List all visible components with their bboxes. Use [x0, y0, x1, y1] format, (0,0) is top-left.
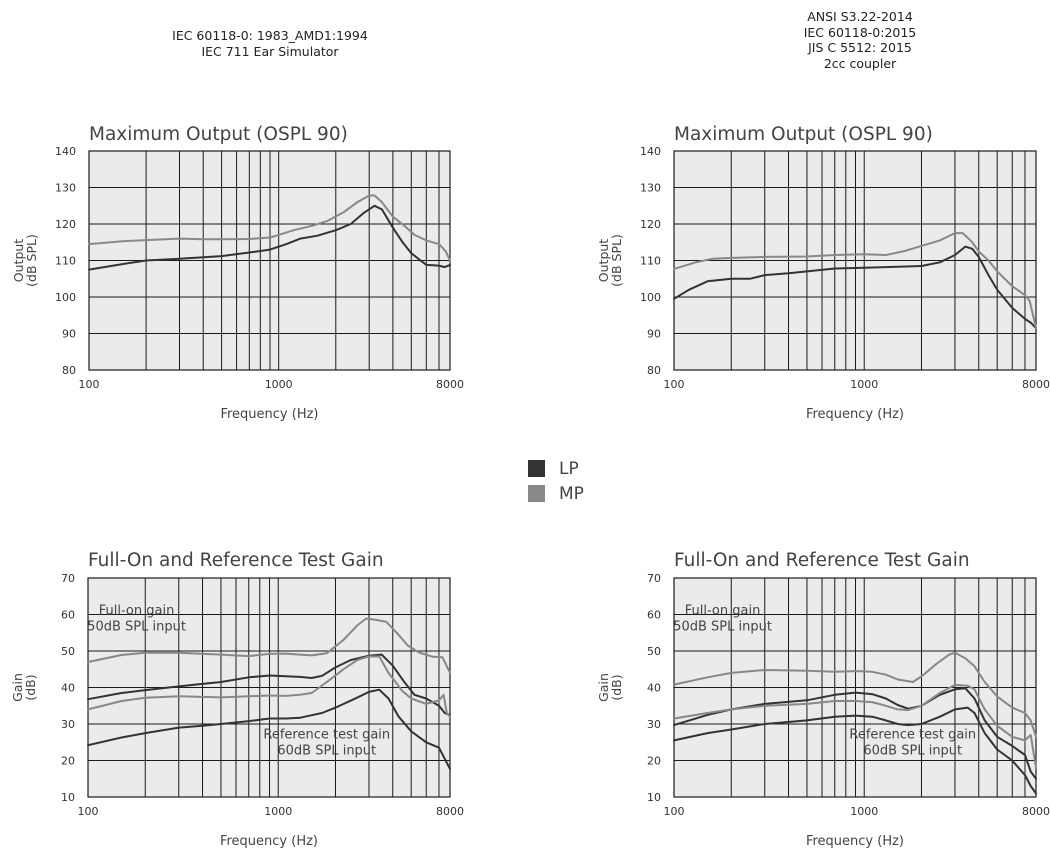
series-line-lp: [88, 204, 451, 271]
series-line-mp: [673, 651, 1037, 738]
standard-line: IEC 60118-0:2015: [803, 24, 917, 40]
y-tick-label: 110: [55, 255, 76, 268]
y-tick-label: 120: [55, 218, 76, 231]
y-tick-label: 20: [647, 755, 661, 768]
y-tick-label: 110: [640, 255, 661, 268]
annotation-text: Full-on gain: [685, 604, 761, 619]
series-line-mp: [673, 232, 1037, 329]
x-tick-label: 100: [664, 805, 685, 818]
annotation-text: 60dB SPL input: [863, 744, 962, 759]
standards-right: ANSI S3.22-2014 IEC 60118-0:2015 JIS C 5…: [740, 9, 980, 71]
series-line-mp: [87, 617, 451, 674]
y-tick-label: 50: [647, 645, 661, 658]
y-tick-label: 90: [647, 328, 661, 341]
series-line-lp: [673, 706, 1037, 795]
x-tick-label: 100: [664, 378, 685, 391]
x-tick-label: 8000: [1022, 805, 1050, 818]
annotation-text: 50dB SPL input: [673, 620, 772, 635]
x-tick-label: 1000: [265, 378, 293, 391]
y-tick-label: 130: [55, 182, 76, 195]
y-tick-label: 100: [640, 291, 661, 304]
y-tick-label: 100: [55, 291, 76, 304]
y-tick-label: 140: [640, 145, 661, 158]
plot-frame: [87, 577, 451, 798]
chart-title: Full-On and Reference Test Gain: [88, 550, 384, 571]
x-tick-label: 100: [79, 378, 100, 391]
series-line-mp: [673, 683, 1037, 769]
plot-frame: [673, 150, 1037, 371]
annotation-text: Reference test gain: [849, 728, 976, 743]
annotation-text: Full-on gain: [99, 604, 175, 619]
standard-line: ANSI S3.22-2014: [807, 9, 913, 24]
x-axis-label: Frequency (Hz): [220, 407, 318, 422]
y-tick-label: 70: [647, 572, 661, 585]
standard-line: IEC 711 Ear Simulator: [201, 43, 339, 59]
series-line-mp: [88, 194, 451, 262]
y-tick-label: 30: [61, 718, 75, 731]
standard-line: IEC 60118-0: 1983_AMD1:1994: [172, 28, 368, 43]
series-line-lp: [673, 245, 1037, 329]
chart-title: Full-On and Reference Test Gain: [674, 550, 970, 571]
y-axis-label: (dB): [609, 674, 624, 700]
legend-item-mp: MP: [528, 481, 584, 506]
x-tick-label: 100: [78, 805, 99, 818]
series-line-lp: [87, 688, 451, 770]
y-tick-label: 10: [647, 791, 661, 804]
x-tick-label: 8000: [436, 378, 464, 391]
x-tick-label: 8000: [1022, 378, 1050, 391]
standard-line: 2cc coupler: [823, 55, 897, 71]
y-axis-label: (dB SPL): [609, 234, 624, 287]
x-tick-label: 1000: [850, 378, 878, 391]
y-tick-label: 90: [62, 328, 76, 341]
annotation-text: 50dB SPL input: [87, 620, 186, 635]
y-tick-label: 40: [647, 682, 661, 695]
x-axis-label: Frequency (Hz): [220, 834, 318, 849]
y-tick-label: 120: [640, 218, 661, 231]
y-tick-label: 50: [61, 645, 75, 658]
x-axis-label: Frequency (Hz): [806, 834, 904, 849]
annotation-text: 60dB SPL input: [277, 744, 376, 759]
y-tick-label: 80: [647, 364, 661, 377]
chart-title: Maximum Output (OSPL 90): [89, 124, 348, 145]
y-tick-label: 140: [55, 145, 76, 158]
x-tick-label: 8000: [436, 805, 464, 818]
x-tick-label: 1000: [264, 805, 292, 818]
y-tick-label: 70: [61, 572, 75, 585]
legend-swatch-lp: [528, 460, 545, 477]
y-tick-label: 130: [640, 182, 661, 195]
legend-label-mp: MP: [559, 483, 584, 504]
y-axis-label: Output: [11, 239, 26, 283]
y-tick-label: 10: [61, 791, 75, 804]
annotation-text: Reference test gain: [263, 728, 390, 743]
chart-title: Maximum Output (OSPL 90): [674, 124, 933, 145]
series-line-lp: [87, 653, 451, 716]
y-tick-label: 20: [61, 755, 75, 768]
y-tick-label: 30: [647, 718, 661, 731]
legend-label-lp: LP: [559, 458, 579, 479]
legend-item-lp: LP: [528, 456, 584, 481]
legend-swatch-mp: [528, 485, 545, 502]
y-tick-label: 60: [61, 609, 75, 622]
y-axis-label: Output: [596, 239, 611, 283]
y-axis-label: (dB): [23, 674, 38, 700]
standards-left: IEC 60118-0: 1983_AMD1:1994 IEC 711 Ear …: [150, 28, 390, 59]
plot-frame: [673, 577, 1037, 798]
y-tick-label: 40: [61, 682, 75, 695]
y-tick-label: 60: [647, 609, 661, 622]
y-axis-label: (dB SPL): [24, 234, 39, 287]
y-axis-label: Gain: [596, 673, 611, 702]
series-line-mp: [87, 655, 451, 718]
x-axis-label: Frequency (Hz): [806, 407, 904, 422]
standard-line: JIS C 5512: 2015: [808, 40, 912, 55]
y-axis-label: Gain: [10, 673, 25, 702]
legend: LP MP: [528, 456, 584, 506]
x-tick-label: 1000: [850, 805, 878, 818]
y-tick-label: 80: [62, 364, 76, 377]
